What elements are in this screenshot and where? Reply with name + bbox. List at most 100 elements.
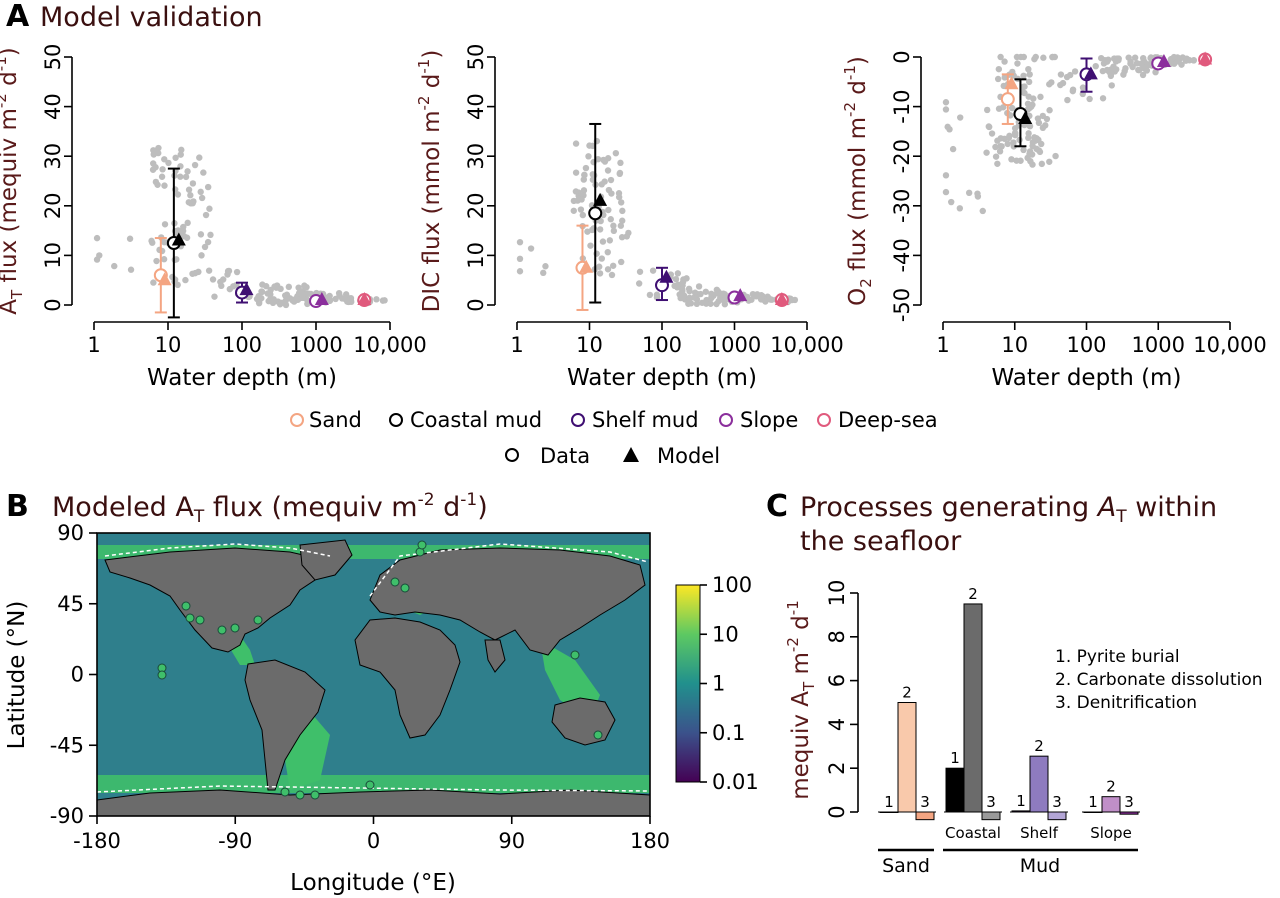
data-point [653, 291, 661, 298]
data-point [1004, 140, 1011, 148]
map-y-tick-label: -45 [50, 733, 84, 757]
data-point [580, 176, 587, 183]
model-marker [1083, 66, 1098, 80]
legend-data-label: Data [540, 444, 590, 468]
y-tick-label: 0 [890, 50, 914, 63]
bar-y-tick-label: 8 [825, 630, 849, 643]
data-point [189, 180, 197, 187]
model-marker [1018, 111, 1033, 124]
process-bar [1101, 796, 1121, 813]
data-point [304, 300, 311, 308]
colorbar-tick-label: 10 [712, 622, 739, 646]
data-point [942, 106, 950, 113]
data-point [594, 155, 602, 163]
data-point [1113, 66, 1120, 73]
data-point [192, 269, 199, 277]
colorbar-tick-label: 0.1 [712, 721, 745, 745]
data-point [206, 205, 213, 212]
data-point [957, 114, 964, 121]
data-point [596, 270, 604, 277]
x-tick-label: 1000 [708, 333, 761, 357]
model-marker [774, 292, 789, 306]
data-point [205, 267, 213, 274]
data-point [182, 173, 190, 181]
x-tick-label: 1000 [289, 333, 342, 357]
bar-group-label: Coastal [945, 824, 1001, 842]
map-y-tick-label: 90 [57, 521, 84, 545]
map-xlabel: Longitude (°E) [290, 870, 456, 896]
y-tick-label: 50 [41, 44, 65, 71]
data-point [1026, 150, 1033, 158]
y-tick-label: -30 [890, 189, 914, 223]
data-point [1032, 53, 1039, 61]
data-point [381, 297, 388, 304]
data-point [690, 294, 698, 301]
bar-group-label: Slope [1090, 824, 1132, 842]
data-point [618, 199, 625, 206]
data-point [1025, 78, 1033, 86]
data-point [1176, 55, 1183, 62]
data-point [707, 300, 714, 307]
data-point [599, 238, 607, 245]
data-point [1086, 95, 1093, 103]
model-marker [314, 292, 329, 306]
background-data-points [942, 53, 1198, 215]
bar-y-tick-label: 0 [825, 805, 849, 818]
eurasia [369, 547, 646, 656]
data-point [160, 256, 168, 263]
data-point [587, 242, 594, 249]
data-point [1135, 66, 1143, 74]
data-point [172, 154, 179, 161]
data-point [285, 283, 293, 291]
data-point [979, 207, 986, 215]
panel-b-title: Modeled AT flux (mequiv m-2 d-1) [52, 490, 488, 527]
data-point [177, 151, 184, 158]
colorbar-tick-label: 100 [712, 573, 752, 597]
legend-slope-label: Slope [740, 408, 798, 432]
legend-sand-label: Sand [309, 408, 362, 432]
data-point [253, 295, 261, 303]
data-point [1170, 53, 1178, 61]
sand-bracket-label: Sand [882, 855, 930, 877]
data-point [1107, 70, 1115, 78]
process-bar [915, 811, 935, 821]
data-point [271, 283, 278, 290]
data-point [708, 290, 715, 297]
model-marker [1198, 51, 1213, 65]
x-tick-label: 100 [222, 333, 262, 357]
data-point [596, 226, 604, 233]
data-point [1020, 72, 1027, 79]
data-point [619, 217, 626, 224]
data-point [942, 99, 950, 106]
dic-flux-plot: 0 10 20 30 40 50 1 10 100 1000 10,000 Water depth (… [415, 44, 844, 391]
x-tick-label: 10 [155, 333, 182, 357]
model-marker [1004, 76, 1019, 90]
data-point [516, 268, 524, 275]
data-point [674, 284, 681, 291]
antarctica [97, 789, 650, 816]
data-point [607, 216, 614, 223]
data-mean-marker [588, 206, 603, 221]
data-point [1079, 84, 1087, 91]
data-point [679, 287, 686, 295]
data-point [1178, 61, 1185, 68]
panel-c-letter: C [766, 489, 788, 524]
data-point [616, 170, 623, 178]
shelf-outline [97, 543, 650, 793]
data-point [282, 292, 289, 299]
data-point [985, 123, 993, 131]
data-point [1035, 136, 1042, 144]
data-point [999, 104, 1007, 111]
data-point [326, 297, 334, 304]
data-point [516, 255, 524, 263]
data-point [1035, 119, 1043, 127]
data-point [607, 176, 615, 184]
model-marker [357, 292, 372, 306]
data-point [996, 148, 1004, 155]
y-axis-label: O2 flux (mmol m-2 d-1) [841, 56, 875, 306]
data-point [540, 269, 547, 277]
data-point [155, 144, 162, 152]
y-axis-label: DIC flux (mmol m-2 d-1) [415, 50, 445, 313]
